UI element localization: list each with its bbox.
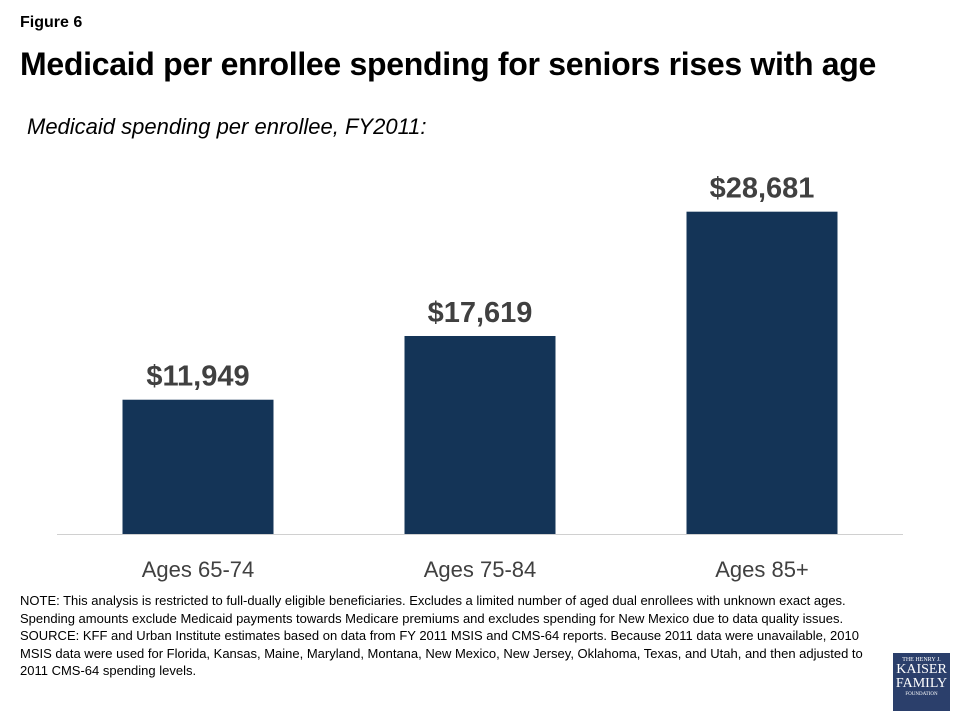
source-text: SOURCE: KFF and Urban Institute estimate… <box>20 628 863 678</box>
chart-subtitle: Medicaid spending per enrollee, FY2011: <box>27 114 427 139</box>
data-label: $17,619 <box>428 297 533 329</box>
category-label: Ages 65-74 <box>142 557 255 582</box>
category-label: Ages 75-84 <box>424 557 537 582</box>
data-label: $28,681 <box>710 173 815 205</box>
category-label: Ages 85+ <box>715 557 809 582</box>
kff-logo: THE HENRY J. KAISER FAMILY FOUNDATION <box>893 653 950 711</box>
data-label: $11,949 <box>146 361 249 393</box>
chart-title: Medicaid per enrollee spending for senio… <box>20 46 877 82</box>
note-text: NOTE: This analysis is restricted to ful… <box>20 593 846 626</box>
bar <box>686 211 838 535</box>
notes: NOTE: This analysis is restricted to ful… <box>20 592 890 680</box>
figure-label: Figure 6 <box>20 14 83 31</box>
bar <box>404 335 556 534</box>
bar <box>122 399 274 534</box>
